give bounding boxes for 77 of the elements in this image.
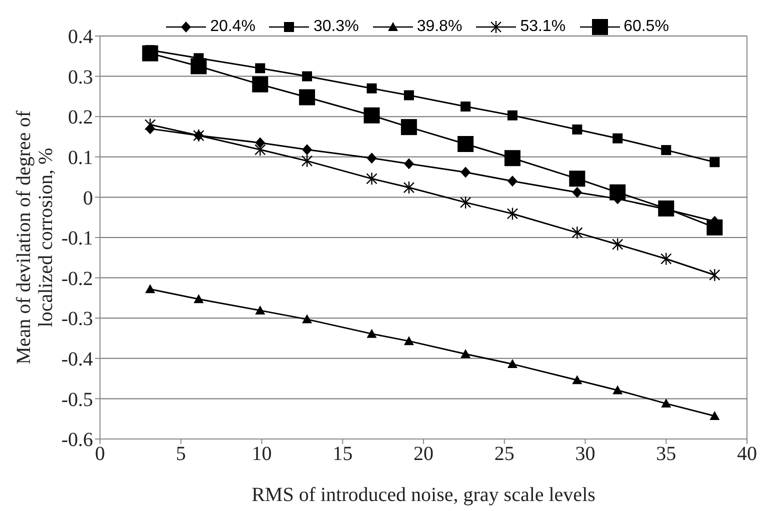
- point: [710, 411, 720, 420]
- legend-label: 60.5%: [624, 18, 669, 36]
- point: [572, 186, 582, 198]
- point: [506, 207, 518, 220]
- legend-label: 39.8%: [416, 18, 462, 36]
- y-tick-label: -0.2: [61, 268, 93, 290]
- legend-label: 53.1%: [520, 18, 566, 36]
- point: [255, 137, 266, 148]
- y-tick-label: 0.4: [68, 26, 93, 48]
- x-tick-label: 30: [575, 443, 596, 466]
- point: [254, 143, 266, 156]
- point: [710, 157, 720, 168]
- point: [458, 136, 474, 152]
- point: [145, 284, 156, 294]
- point: [610, 184, 626, 200]
- legend-label: 20.4%: [210, 18, 256, 36]
- point: [612, 238, 624, 251]
- y-tick-label: 0.3: [68, 66, 93, 88]
- point: [255, 63, 266, 74]
- x-tick-label: 40: [737, 443, 757, 466]
- point: [404, 90, 414, 100]
- point: [460, 196, 472, 210]
- point: [507, 110, 518, 120]
- point: [255, 305, 266, 314]
- point: [403, 180, 415, 194]
- y-tick-label: 0.1: [68, 147, 93, 169]
- x-tick-label: 15: [332, 443, 353, 466]
- point: [252, 76, 268, 92]
- point: [572, 124, 582, 134]
- x-tick-label: 35: [656, 443, 676, 466]
- point: [142, 45, 158, 62]
- point: [194, 294, 204, 304]
- point: [507, 176, 518, 187]
- point: [404, 158, 414, 170]
- y-tick-label: 0.2: [68, 106, 93, 129]
- y-tick-label: -0.3: [61, 308, 93, 330]
- point: [612, 385, 623, 394]
- point: [302, 71, 312, 82]
- y-tick-label: 0: [83, 187, 93, 210]
- x-tick-label: 20: [414, 443, 434, 466]
- point: [190, 58, 207, 74]
- point: [660, 252, 672, 266]
- point: [299, 89, 316, 106]
- point: [709, 268, 720, 282]
- y-axis-title: Mean of devilation of degree of localized corrosion, %: [13, 110, 57, 364]
- point: [302, 144, 312, 156]
- point: [364, 107, 380, 124]
- point: [460, 348, 471, 358]
- legend-label: 30.3%: [313, 18, 359, 36]
- y-tick-label: -0.6: [61, 429, 93, 452]
- point: [661, 398, 672, 408]
- point: [572, 226, 583, 240]
- x-axis-title: RMS of introduced noise, gray scale levels: [252, 484, 596, 506]
- point: [460, 166, 471, 178]
- point: [572, 375, 582, 384]
- point: [507, 359, 518, 368]
- point: [400, 119, 417, 136]
- point: [569, 170, 586, 187]
- point: [658, 200, 674, 216]
- point: [661, 145, 672, 156]
- point: [706, 219, 723, 236]
- point: [302, 314, 312, 324]
- point: [504, 150, 520, 166]
- y-tick-label: -0.5: [61, 388, 93, 411]
- y-tick-label: -0.4: [61, 348, 93, 370]
- x-tick-label: 5: [176, 443, 186, 466]
- point: [612, 133, 623, 144]
- point: [301, 154, 313, 168]
- point: [404, 336, 414, 346]
- x-tick-label: 10: [252, 443, 272, 466]
- point: [366, 328, 377, 338]
- x-tick-label: 25: [494, 443, 514, 466]
- point: [366, 83, 377, 94]
- point: [460, 102, 471, 112]
- y-tick-label: -0.1: [61, 228, 93, 250]
- point: [366, 152, 377, 164]
- point: [366, 172, 378, 186]
